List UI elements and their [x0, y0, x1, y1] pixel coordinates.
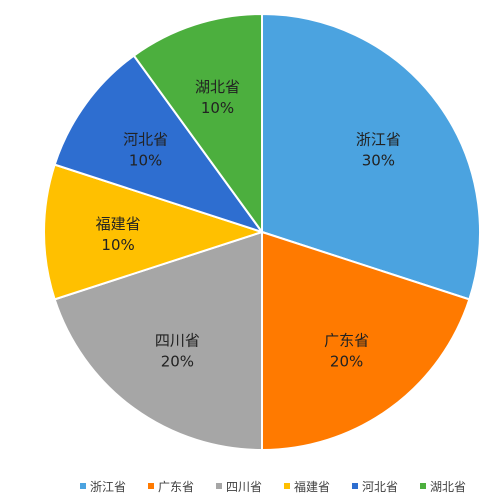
legend-item-4: 福建省: [284, 479, 330, 494]
legend-item-1: 浙江省: [80, 480, 126, 494]
slice-label-2: 广东省 20%: [324, 331, 369, 370]
pie-slices: [42, 12, 481, 452]
slice-label-3: 四川省 20%: [155, 331, 200, 370]
pie-slice-1: [261, 12, 481, 301]
slice-category-label: 浙江省: [356, 130, 401, 148]
slice-label-6: 湖北省 10%: [195, 78, 240, 117]
slice-category-label: 湖北省: [195, 78, 240, 96]
slice-value-label: 20%: [330, 352, 363, 370]
slice-category-label: 河北省: [123, 130, 168, 148]
pie-slice-2: [261, 230, 471, 452]
legend-label: 福建省: [294, 479, 330, 494]
legend: 浙江省 广东省 四川省 福建省 河北省 湖北省: [80, 479, 466, 494]
slice-category-label: 福建省: [96, 215, 141, 233]
pie-slice-5: [53, 54, 265, 234]
pie-slice-3: [53, 230, 263, 452]
slice-category-label: 广东省: [324, 331, 369, 349]
legend-swatch: [284, 483, 290, 489]
pie-labels: 浙江省 30% 广东省 20% 四川省 20% 福建省 10% 河北省 10% 湖北省 10%: [96, 78, 401, 370]
legend-item-2: 广东省: [148, 480, 194, 494]
slice-label-1: 浙江省 30%: [356, 130, 401, 169]
slice-value-label: 10%: [101, 236, 134, 254]
slice-value-label: 10%: [201, 99, 234, 117]
legend-swatch: [80, 483, 86, 489]
slice-value-label: 30%: [362, 151, 395, 169]
slice-value-label: 10%: [129, 151, 162, 169]
slice-label-4: 福建省 10%: [96, 215, 141, 254]
legend-item-5: 河北省: [352, 480, 398, 494]
legend-label: 四川省: [226, 480, 262, 494]
legend-swatch: [352, 483, 358, 489]
legend-item-3: 四川省: [216, 480, 262, 494]
slice-label-5: 河北省 10%: [123, 130, 168, 169]
legend-swatch: [148, 483, 154, 489]
legend-swatch: [420, 483, 426, 489]
legend-label: 广东省: [158, 480, 194, 494]
pie-slice-6: [132, 12, 263, 236]
legend-label: 河北省: [362, 480, 398, 494]
legend-label: 湖北省: [430, 479, 466, 494]
legend-item-6: 湖北省: [420, 479, 466, 494]
slice-category-label: 四川省: [155, 331, 200, 349]
legend-label: 浙江省: [90, 480, 126, 494]
slice-value-label: 20%: [161, 352, 194, 370]
legend-swatch: [216, 483, 222, 489]
pie-slice-4: [42, 163, 266, 301]
